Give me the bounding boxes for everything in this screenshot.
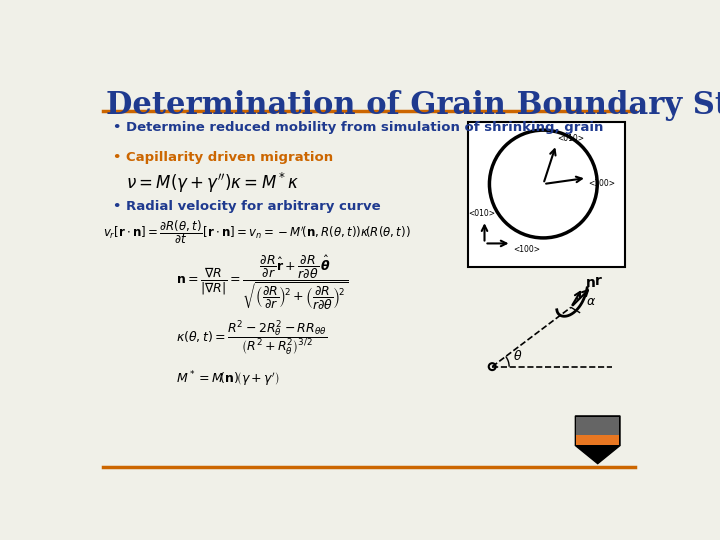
Text: <100>: <100> xyxy=(513,245,540,254)
Text: • Radial velocity for arbitrary curve: • Radial velocity for arbitrary curve xyxy=(113,200,381,213)
Text: $\nu = M\left(\gamma + \gamma^{\prime\prime}\right)\kappa = M^*\kappa$: $\nu = M\left(\gamma + \gamma^{\prime\pr… xyxy=(127,171,300,195)
Text: $\alpha$: $\alpha$ xyxy=(586,295,596,308)
Text: $M^* = M\!\left(\mathbf{n}\right)\!\left(\gamma+\gamma^{\prime}\right)$: $M^* = M\!\left(\mathbf{n}\right)\!\left… xyxy=(176,369,280,389)
Text: $\mathbf{r}$: $\mathbf{r}$ xyxy=(594,274,603,288)
Polygon shape xyxy=(575,416,620,464)
Text: $\theta$: $\theta$ xyxy=(513,349,523,363)
Text: • Capillarity driven migration: • Capillarity driven migration xyxy=(113,151,333,164)
Text: $\kappa(\theta,t)=\dfrac{R^2-2R_\theta^2-RR_{\theta\theta}}{\left(R^2+R_\theta^2: $\kappa(\theta,t)=\dfrac{R^2-2R_\theta^2… xyxy=(176,319,328,358)
Text: <010>: <010> xyxy=(469,209,495,218)
Text: $v_r\left[\mathbf{r}\cdot\mathbf{n}\right]=\dfrac{\partial R(\theta,t)}{\partial: $v_r\left[\mathbf{r}\cdot\mathbf{n}\righ… xyxy=(104,219,411,246)
Text: <100>: <100> xyxy=(588,179,616,188)
Bar xyxy=(467,122,626,267)
Polygon shape xyxy=(576,435,619,444)
Text: $\mathbf{n}=\dfrac{\nabla R}{|\nabla R|}=\dfrac{\dfrac{\partial R}{\partial r}\h: $\mathbf{n}=\dfrac{\nabla R}{|\nabla R|}… xyxy=(176,253,348,312)
Text: <010>: <010> xyxy=(558,134,585,143)
Text: Determination of Grain Boundary Stiffness: Determination of Grain Boundary Stiffnes… xyxy=(106,90,720,121)
Text: $\mathbf{n}$: $\mathbf{n}$ xyxy=(585,276,596,290)
Text: • Determine reduced mobility from simulation of shrinking, grain: • Determine reduced mobility from simula… xyxy=(113,121,604,134)
Polygon shape xyxy=(576,417,619,435)
